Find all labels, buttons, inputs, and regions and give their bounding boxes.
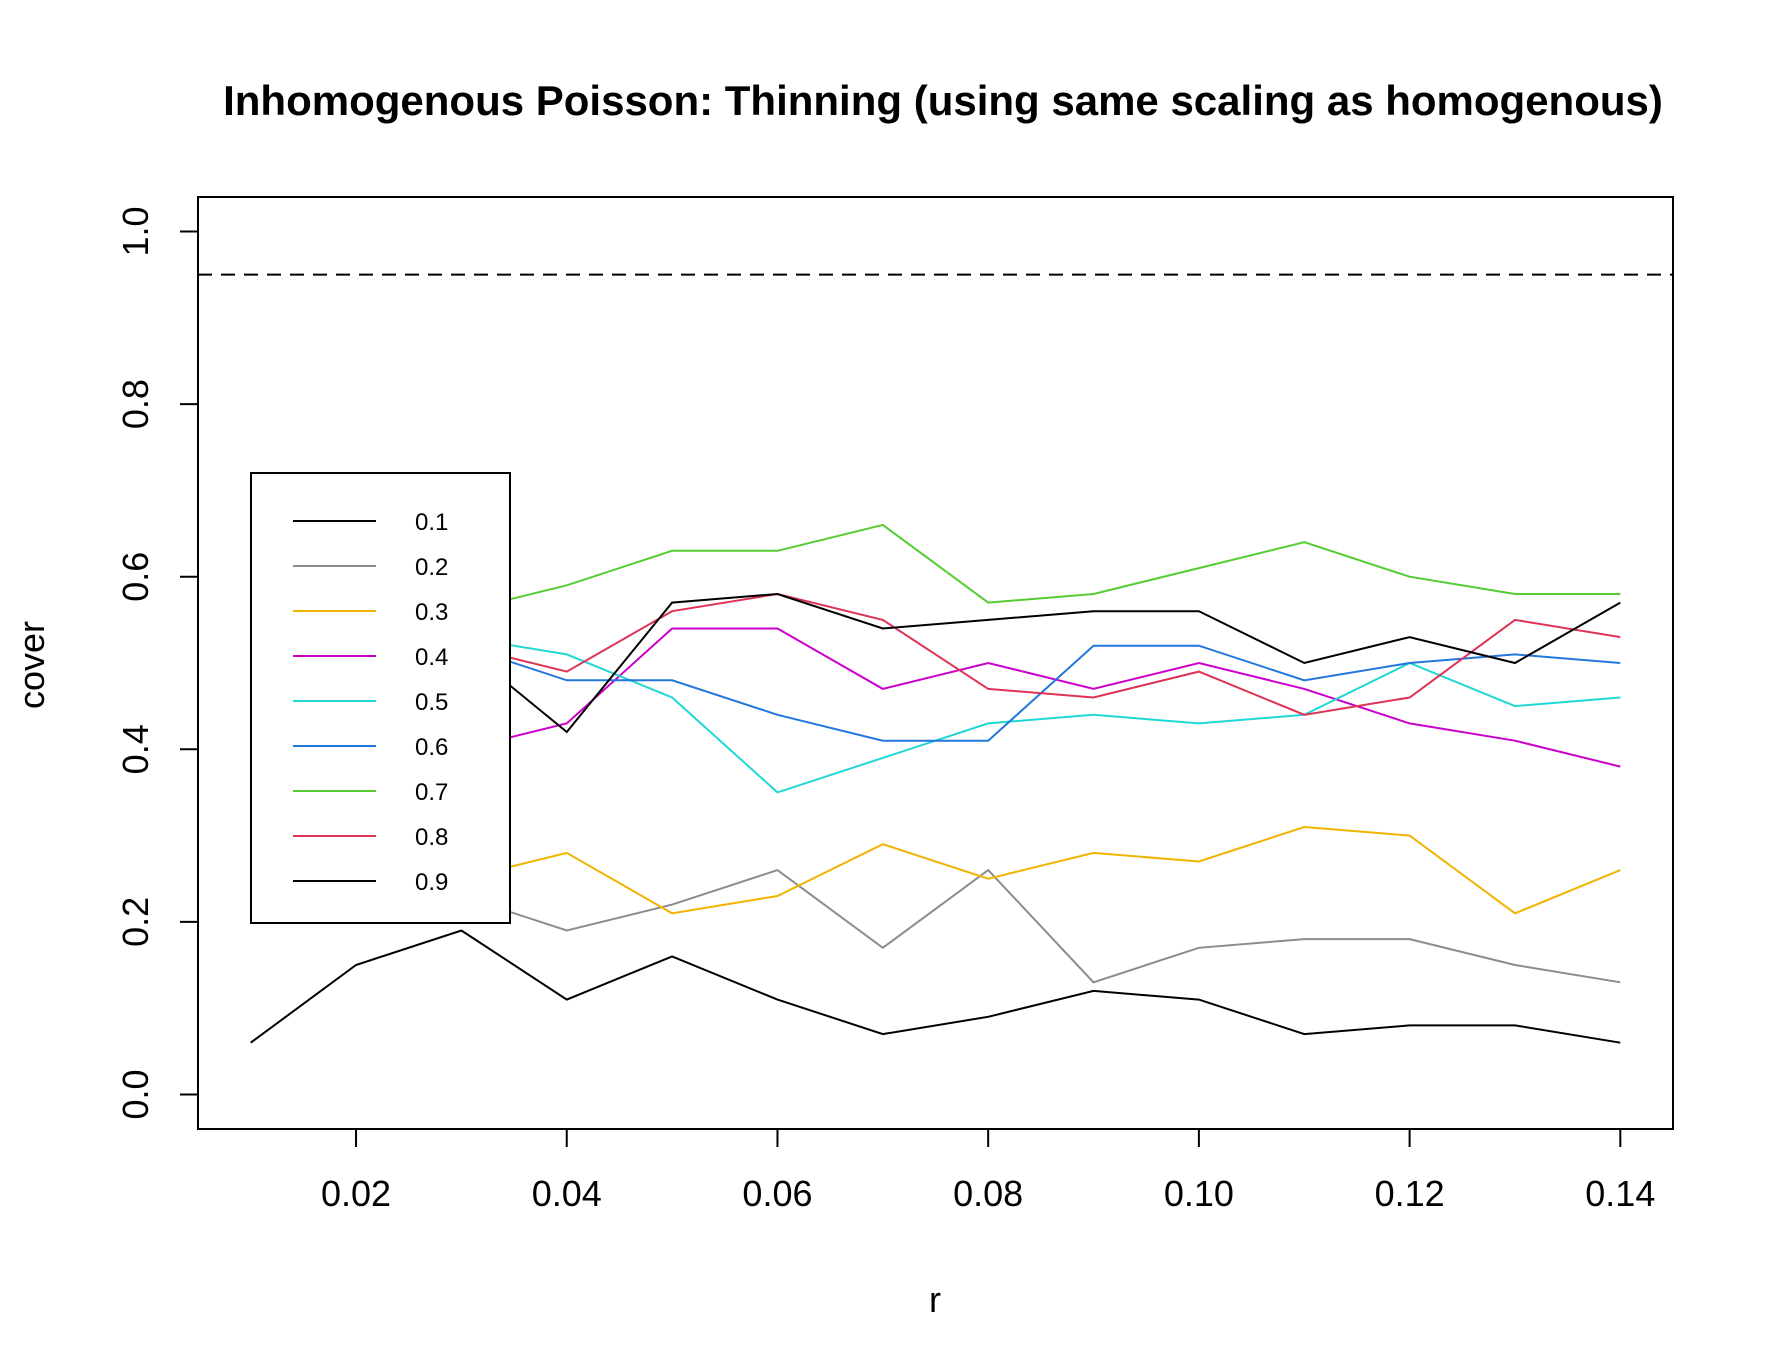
y-axis-label: cover bbox=[11, 621, 52, 709]
y-tick-label: 0.4 bbox=[115, 724, 156, 774]
legend-label-9: 0.9 bbox=[415, 869, 448, 896]
legend-box bbox=[250, 472, 511, 924]
x-tick-label: 0.08 bbox=[953, 1173, 1023, 1214]
x-tick-label: 0.04 bbox=[532, 1173, 602, 1214]
x-tick-label: 0.12 bbox=[1375, 1173, 1445, 1214]
x-tick-label: 0.02 bbox=[321, 1173, 391, 1214]
x-tick-label: 0.06 bbox=[742, 1173, 812, 1214]
y-tick-label: 0.0 bbox=[115, 1069, 156, 1119]
series-line-1 bbox=[250, 929, 1621, 1044]
y-tick-label: 0.8 bbox=[115, 379, 156, 429]
legend-label-5: 0.5 bbox=[415, 689, 448, 716]
chart-title: Inhomogenous Poisson: Thinning (using sa… bbox=[223, 77, 1663, 124]
legend-label-4: 0.4 bbox=[415, 644, 448, 671]
x-tick-label: 0.10 bbox=[1164, 1173, 1234, 1214]
y-tick-label: 0.2 bbox=[115, 897, 156, 947]
x-axis-label: r bbox=[929, 1279, 941, 1320]
y-tick-label: 0.6 bbox=[115, 552, 156, 602]
legend-label-1: 0.1 bbox=[415, 509, 448, 536]
legend-label-8: 0.8 bbox=[415, 824, 448, 851]
y-tick-label: 1.0 bbox=[115, 206, 156, 256]
x-tick-label: 0.14 bbox=[1585, 1173, 1655, 1214]
legend-label-6: 0.6 bbox=[415, 734, 448, 761]
legend-label-3: 0.3 bbox=[415, 599, 448, 626]
legend-label-7: 0.7 bbox=[415, 779, 448, 806]
legend-label-2: 0.2 bbox=[415, 554, 448, 581]
